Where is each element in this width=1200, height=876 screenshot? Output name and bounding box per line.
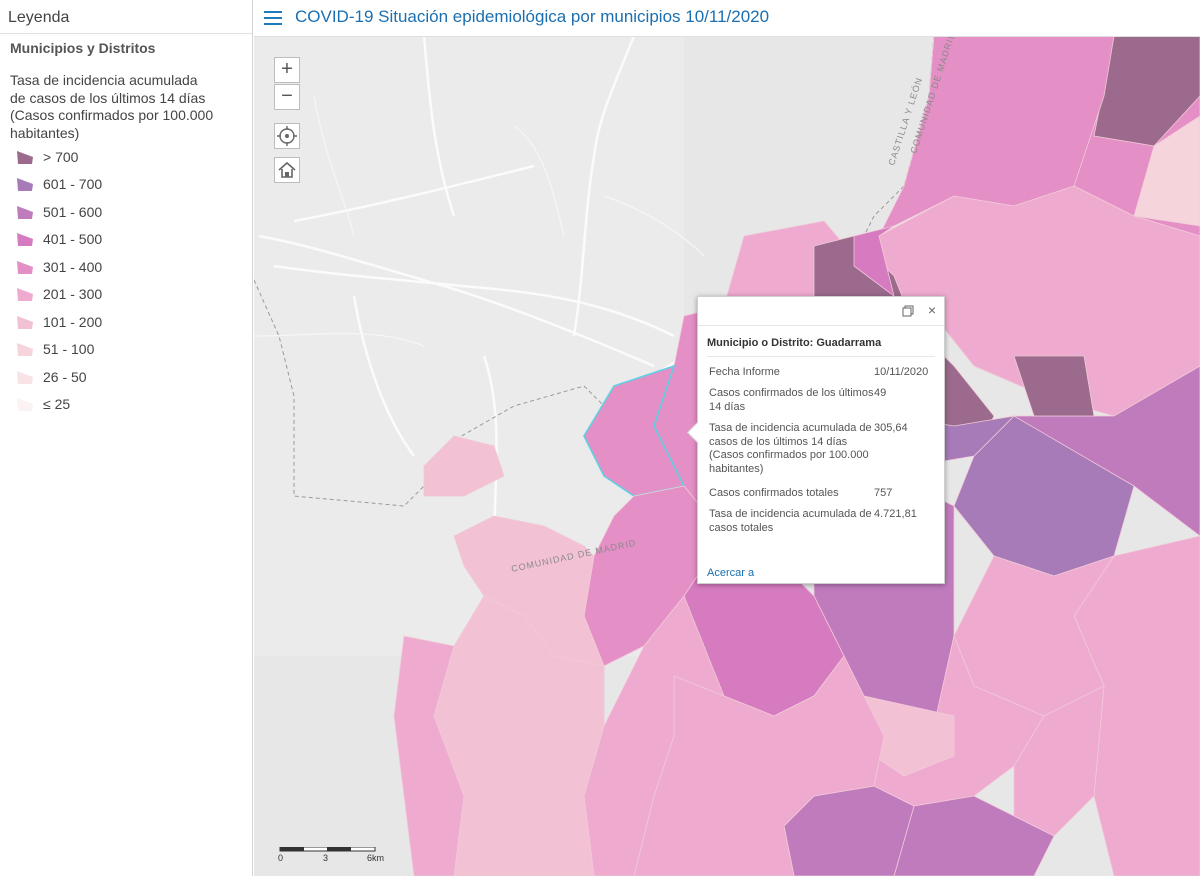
legend-item: 401 - 500: [16, 230, 102, 248]
legend-swatch: [16, 341, 34, 357]
popup-field-label: Casos confirmados de los últimos 14 días: [709, 387, 874, 413]
map-area: COVID-19 Situación epidemiológica por mu…: [254, 0, 1200, 876]
legend-swatch: [16, 176, 34, 192]
province-border: [254, 279, 615, 507]
legend-label: 401 - 500: [43, 231, 103, 247]
popup-field-label: Tasa de incidencia acumulada de casos de…: [709, 422, 872, 475]
legend-swatch: [16, 369, 34, 385]
divider: [0, 33, 252, 34]
popup-field-value: 49: [874, 387, 887, 399]
legend-label: 51 - 100: [43, 341, 95, 357]
popup-field-value: 10/11/2020: [874, 366, 929, 378]
popup-row: Fecha Informe 10/11/2020: [709, 366, 935, 380]
popup-field-value: 305,64: [874, 422, 908, 434]
popup-field-value: 4.721,81: [874, 508, 917, 520]
legend-label: > 700: [43, 149, 79, 165]
layer-title: Municipios y Distritos: [10, 40, 156, 56]
popup-title: Municipio o Distrito: Guadarrama: [707, 337, 882, 349]
scale-label: 3: [323, 853, 328, 863]
swatch-shape: [17, 398, 33, 411]
legend-label: 26 - 50: [43, 369, 87, 385]
legend-swatch: [16, 204, 34, 220]
legend-label: 201 - 300: [43, 286, 103, 302]
swatch-shape: [17, 343, 33, 356]
zoom-out-button[interactable]: −: [274, 84, 300, 110]
zoom-in-button[interactable]: +: [274, 57, 300, 83]
legend-item: 51 - 100: [16, 340, 94, 358]
swatch-shape: [17, 261, 33, 274]
app-title: COVID-19 Situación epidemiológica por mu…: [295, 7, 770, 26]
home-icon: [278, 161, 296, 178]
divider: [707, 356, 935, 357]
legend-item: > 700: [16, 148, 78, 166]
legend-label: 301 - 400: [43, 259, 103, 275]
legend-swatch: [16, 286, 34, 302]
popup-header: ×: [698, 297, 944, 326]
legend-label: 601 - 700: [43, 176, 103, 192]
legend-item: 201 - 300: [16, 285, 102, 303]
popup-field-value: 757: [874, 487, 893, 499]
popup-field-label: Casos confirmados totales: [709, 487, 839, 499]
popup-row: Casos confirmados de los últimos 14 días…: [709, 387, 935, 414]
popup-row: Casos confirmados totales 757: [709, 487, 935, 501]
legend-panel: Leyenda Municipios y Distritos Tasa de i…: [0, 0, 253, 876]
maximize-icon[interactable]: [902, 305, 914, 317]
legend-item: 501 - 600: [16, 203, 102, 221]
legend-swatch: [16, 396, 34, 412]
locate-button[interactable]: [274, 123, 300, 149]
popup-row: Tasa de incidencia acumulada de casos to…: [709, 508, 935, 535]
province-border: [863, 36, 935, 237]
scale-label: 0: [278, 853, 283, 863]
swatch-shape: [17, 233, 33, 246]
legend-item: 301 - 400: [16, 258, 102, 276]
legend-item: ≤ 25: [16, 395, 70, 413]
legend-item: 26 - 50: [16, 368, 87, 386]
legend-item: 601 - 700: [16, 175, 102, 193]
close-icon[interactable]: ×: [927, 302, 936, 318]
swatch-shape: [17, 371, 33, 384]
legend-label: 501 - 600: [43, 204, 103, 220]
legend-title: Leyenda: [8, 9, 70, 26]
menu-icon[interactable]: [264, 11, 282, 25]
popup-row: Tasa de incidencia acumulada de casos de…: [709, 422, 935, 476]
legend-field-title: Tasa de incidencia acumulada de casos de…: [10, 72, 214, 141]
swatch-shape: [17, 178, 33, 191]
popup-field-label: Tasa de incidencia acumulada de casos to…: [709, 508, 872, 534]
scale-bar: 0 3 6km: [278, 847, 384, 863]
locate-icon: [277, 126, 297, 146]
swatch-shape: [17, 288, 33, 301]
legend-swatch: [16, 149, 34, 165]
swatch-shape: [17, 316, 33, 329]
popup-field-label: Fecha Informe: [709, 366, 780, 378]
legend-swatch: [16, 231, 34, 247]
legend-item: 101 - 200: [16, 313, 102, 331]
legend-label: 101 - 200: [43, 314, 103, 330]
swatch-shape: [17, 206, 33, 219]
minor-roads: [254, 95, 705, 347]
swatch-shape: [17, 151, 33, 164]
legend-swatch: [16, 259, 34, 275]
zoom-to-link[interactable]: Acercar a: [707, 567, 755, 579]
home-button[interactable]: [274, 157, 300, 183]
app-header: COVID-19 Situación epidemiológica por mu…: [254, 0, 1200, 37]
scale-label: 6km: [367, 853, 384, 863]
feature-popup: × Municipio o Distrito: Guadarrama Fecha…: [686, 296, 945, 584]
legend-label: ≤ 25: [43, 396, 71, 412]
legend-swatch: [16, 314, 34, 330]
